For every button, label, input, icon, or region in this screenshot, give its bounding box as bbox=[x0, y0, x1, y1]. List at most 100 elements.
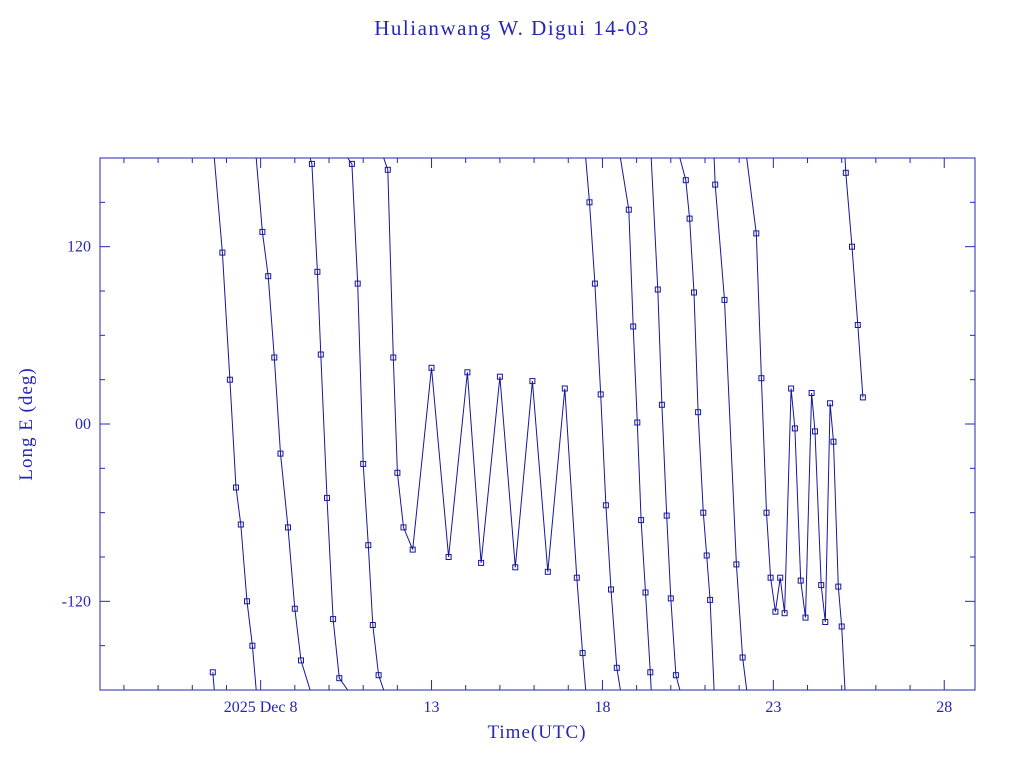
data-point-marker bbox=[354, 280, 361, 287]
data-point-marker bbox=[788, 385, 795, 392]
data-point-marker bbox=[233, 484, 239, 491]
data-point-marker bbox=[244, 598, 250, 605]
x-tick-label: 28 bbox=[936, 699, 952, 716]
x-tick-label: 13 bbox=[424, 699, 440, 716]
data-point-marker bbox=[544, 568, 551, 575]
plot-frame bbox=[99, 157, 976, 691]
data-point-marker bbox=[529, 378, 536, 385]
data-point-marker bbox=[791, 425, 798, 432]
data-point-marker bbox=[369, 622, 376, 628]
data-point-marker bbox=[812, 428, 818, 435]
data-point-marker bbox=[830, 438, 837, 445]
data-point-marker bbox=[330, 616, 337, 623]
data-point-marker bbox=[226, 376, 233, 383]
data-point-marker bbox=[647, 669, 654, 676]
data-point-marker bbox=[259, 228, 266, 235]
data-point-marker bbox=[854, 322, 861, 328]
data-point-marker bbox=[428, 364, 435, 371]
data-point-marker bbox=[277, 450, 284, 457]
axis-ticks bbox=[100, 158, 975, 690]
data-point-marker bbox=[445, 554, 452, 560]
data-point-marker bbox=[400, 524, 407, 531]
data-point-marker bbox=[249, 642, 256, 649]
data-point-marker bbox=[849, 243, 855, 250]
data-point-marker bbox=[707, 596, 714, 603]
data-point-marker bbox=[602, 502, 609, 509]
data-point-marker bbox=[663, 512, 670, 519]
data-point-marker bbox=[496, 373, 503, 380]
data-point-marker bbox=[608, 586, 614, 593]
data-point-marker bbox=[654, 286, 661, 293]
data-point-marker bbox=[634, 419, 641, 426]
data-point-marker bbox=[285, 524, 291, 531]
series-markers bbox=[209, 160, 866, 682]
data-point-marker bbox=[625, 206, 632, 213]
data-point-marker bbox=[579, 650, 586, 657]
data-point-marker bbox=[808, 390, 815, 396]
data-point-marker bbox=[822, 619, 829, 625]
data-point-marker bbox=[384, 166, 391, 173]
data-point-marker bbox=[613, 664, 620, 671]
data-point-marker bbox=[838, 623, 845, 630]
data-point-marker bbox=[712, 181, 719, 188]
data-point-marker bbox=[739, 654, 746, 661]
data-point-marker bbox=[682, 177, 689, 184]
data-point-marker bbox=[695, 409, 702, 416]
x-tick-label: 2025 Dec 8 bbox=[224, 699, 298, 716]
data-point-marker bbox=[658, 401, 665, 408]
y-tick-label: 00 bbox=[75, 416, 91, 433]
data-point-marker bbox=[291, 605, 298, 612]
data-point-marker bbox=[842, 169, 849, 176]
data-point-marker bbox=[781, 610, 788, 617]
data-point-marker bbox=[638, 517, 645, 524]
data-point-marker bbox=[597, 391, 604, 398]
series-line bbox=[212, 158, 864, 690]
data-point-marker bbox=[348, 160, 355, 167]
y-tick-label: -120 bbox=[62, 593, 91, 610]
data-point-marker bbox=[360, 460, 367, 467]
data-point-marker bbox=[630, 323, 637, 330]
data-point-marker bbox=[561, 385, 568, 392]
data-point-marker bbox=[859, 394, 866, 401]
x-axis-label: Time(UTC) bbox=[487, 722, 587, 743]
data-point-marker bbox=[763, 509, 770, 516]
data-point-marker bbox=[265, 273, 272, 280]
data-point-marker bbox=[390, 354, 397, 361]
data-point-marker bbox=[464, 369, 471, 376]
data-point-marker bbox=[298, 657, 304, 664]
series-group bbox=[209, 158, 866, 690]
data-point-marker bbox=[667, 595, 674, 602]
data-point-marker bbox=[271, 354, 278, 361]
data-point-marker bbox=[827, 400, 834, 407]
data-point-marker bbox=[703, 552, 710, 559]
data-point-marker bbox=[324, 494, 330, 501]
data-point-marker bbox=[394, 469, 401, 476]
data-point-marker bbox=[237, 521, 244, 528]
chart-title: Hulianwang W. Digui 14-03 bbox=[374, 16, 650, 40]
data-point-marker bbox=[314, 268, 321, 275]
data-point-marker bbox=[409, 546, 416, 553]
data-point-marker bbox=[733, 561, 740, 568]
data-point-marker bbox=[767, 574, 774, 581]
data-point-marker bbox=[691, 289, 697, 296]
data-point-marker bbox=[586, 199, 593, 206]
data-point-marker bbox=[642, 589, 649, 596]
data-point-marker bbox=[591, 280, 598, 287]
data-point-marker bbox=[818, 582, 825, 589]
data-point-marker bbox=[700, 509, 707, 516]
x-tick-label: 18 bbox=[594, 699, 610, 716]
data-point-marker bbox=[308, 160, 315, 167]
data-point-marker bbox=[209, 669, 216, 676]
data-point-marker bbox=[375, 672, 382, 679]
data-point-marker bbox=[797, 577, 804, 584]
data-point-marker bbox=[219, 249, 226, 256]
y-tick-label: 120 bbox=[67, 239, 91, 256]
data-point-marker bbox=[721, 296, 728, 303]
data-point-marker bbox=[777, 574, 784, 581]
data-point-marker bbox=[365, 542, 372, 549]
x-tick-label: 23 bbox=[765, 699, 781, 716]
axis-tick-labels: 2025 Dec 8 13 18 23 28 -120 00 120 bbox=[62, 239, 953, 716]
data-point-marker bbox=[512, 564, 519, 571]
